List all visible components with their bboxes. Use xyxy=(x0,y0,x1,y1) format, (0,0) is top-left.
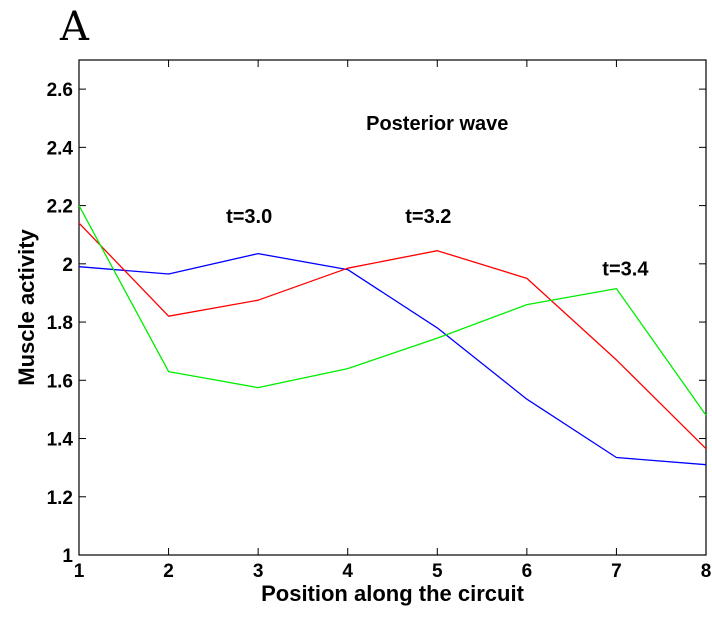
y-tick-label: 1.4 xyxy=(47,430,74,451)
y-axis-title: Muscle activity xyxy=(14,228,39,385)
y-tick-label: 1.8 xyxy=(47,313,73,334)
y-tick-label: 1 xyxy=(62,546,73,567)
series-line-2 xyxy=(78,222,707,450)
annotations: Posterior wave t=3.0 t=3.2 t=3.4 xyxy=(226,113,649,281)
x-axis-title: Position along the circuit xyxy=(261,581,524,606)
x-tick-label: 4 xyxy=(342,561,353,582)
x-axis: 1 2 3 4 5 6 7 8 xyxy=(74,60,712,582)
panel-label: A xyxy=(59,4,90,50)
plot-frame xyxy=(78,59,707,556)
x-tick-label: 7 xyxy=(611,561,622,582)
y-tick-label: 1.6 xyxy=(47,371,73,392)
x-tick-label: 5 xyxy=(432,561,443,582)
annotation-4: t=3.4 xyxy=(602,258,649,280)
series-layer xyxy=(78,205,707,466)
y-tick-label: 2.6 xyxy=(47,80,73,101)
annotation-1: Posterior wave xyxy=(366,113,508,135)
y-tick-label: 2 xyxy=(62,255,73,276)
y-tick-label: 1.2 xyxy=(47,488,73,509)
y-tick-label: 2.4 xyxy=(47,138,74,159)
x-tick-label: 3 xyxy=(253,561,264,582)
y-tick-label: 2.2 xyxy=(47,197,73,218)
x-tick-label: 8 xyxy=(701,561,712,582)
y-axis: 1 1.2 1.4 1.6 1.8 2 2.2 2.4 2.6 xyxy=(47,80,706,567)
series-line-1 xyxy=(78,252,707,466)
x-tick-label: 2 xyxy=(163,561,174,582)
series-line-3 xyxy=(78,205,707,416)
x-tick-label: 6 xyxy=(522,561,533,582)
x-tick-label: 1 xyxy=(74,561,85,582)
annotation-2: t=3.0 xyxy=(226,206,272,228)
annotation-3: t=3.2 xyxy=(405,206,451,228)
